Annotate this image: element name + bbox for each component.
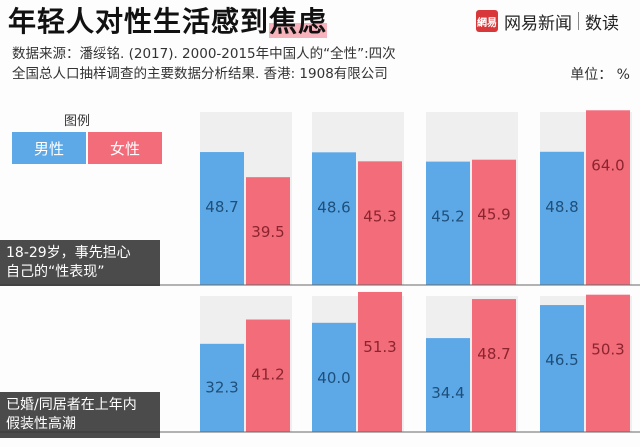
bar-male: [312, 322, 356, 432]
bar-male: [426, 338, 470, 432]
data-label: 64.0: [591, 156, 624, 174]
legend-title: 图例: [64, 114, 91, 129]
data-label: 50.3: [591, 341, 624, 359]
panel-label: 已婚/同居者在上年内 假装性高潮: [0, 392, 160, 438]
panel-label-line: 18-29岁，事先担心: [6, 245, 131, 261]
bar-male: [312, 152, 356, 285]
bar-female: [472, 299, 516, 432]
data-label: 39.5: [251, 223, 284, 241]
title-prefix: 年轻人对性生活感到: [8, 5, 270, 38]
bar-male: [426, 161, 470, 285]
bar-female: [358, 161, 402, 285]
brand-name: 网易新闻: [504, 13, 572, 34]
data-label: 48.7: [477, 345, 510, 363]
bar-female: [586, 110, 630, 285]
data-label: 51.3: [363, 338, 396, 356]
bar-female: [246, 177, 290, 285]
data-label: 45.3: [363, 207, 396, 225]
data-label: 45.2: [431, 208, 464, 226]
data-label: 46.5: [545, 351, 578, 369]
data-label: 48.7: [205, 198, 238, 216]
bar-female: [472, 159, 516, 285]
bar-male: [540, 305, 584, 432]
data-source: 数据来源：潘绥铭. (2017). 2000-2015年中国人的“全性”:四次 …: [12, 44, 396, 84]
data-label: 40.0: [317, 369, 350, 387]
panel-label-line: 自己的“性表现”: [6, 264, 105, 280]
brand-sub: 数读: [585, 13, 619, 34]
unit-label: 单位： %: [570, 67, 630, 83]
brand: 網易 网易新闻 数读: [476, 8, 619, 34]
brand-separator: [578, 12, 579, 30]
netease-logo-icon: 網易: [476, 10, 498, 32]
data-label: 48.8: [545, 198, 578, 216]
chart-title: 年轻人对性生活感到焦虑: [8, 2, 328, 42]
title-highlight: 焦虑: [269, 5, 328, 38]
data-label: 45.9: [477, 206, 510, 224]
legend-female: 女性: [88, 132, 162, 164]
panel-label-line: 假装性高潮: [6, 416, 76, 432]
panel-label-line: 已婚/同居者在上年内: [6, 397, 137, 413]
source-line-1: 数据来源：潘绥铭. (2017). 2000-2015年中国人的“全性”:四次: [12, 46, 396, 62]
source-line-2: 全国总人口抽样调查的主要数据分析结果. 香港: 1908有限公司: [12, 66, 388, 82]
legend-male: 男性: [12, 132, 86, 164]
bar-male: [200, 343, 244, 432]
data-label: 41.2: [251, 366, 284, 384]
bar-male: [200, 152, 244, 285]
bar-male: [540, 151, 584, 285]
bar-female: [358, 291, 402, 432]
panel-label: 18-29岁，事先担心 自己的“性表现”: [0, 240, 160, 286]
bar-female: [586, 294, 630, 432]
data-label: 32.3: [205, 378, 238, 396]
data-label: 48.6: [317, 198, 350, 216]
data-label: 34.4: [431, 384, 464, 402]
bar-female: [246, 319, 290, 432]
